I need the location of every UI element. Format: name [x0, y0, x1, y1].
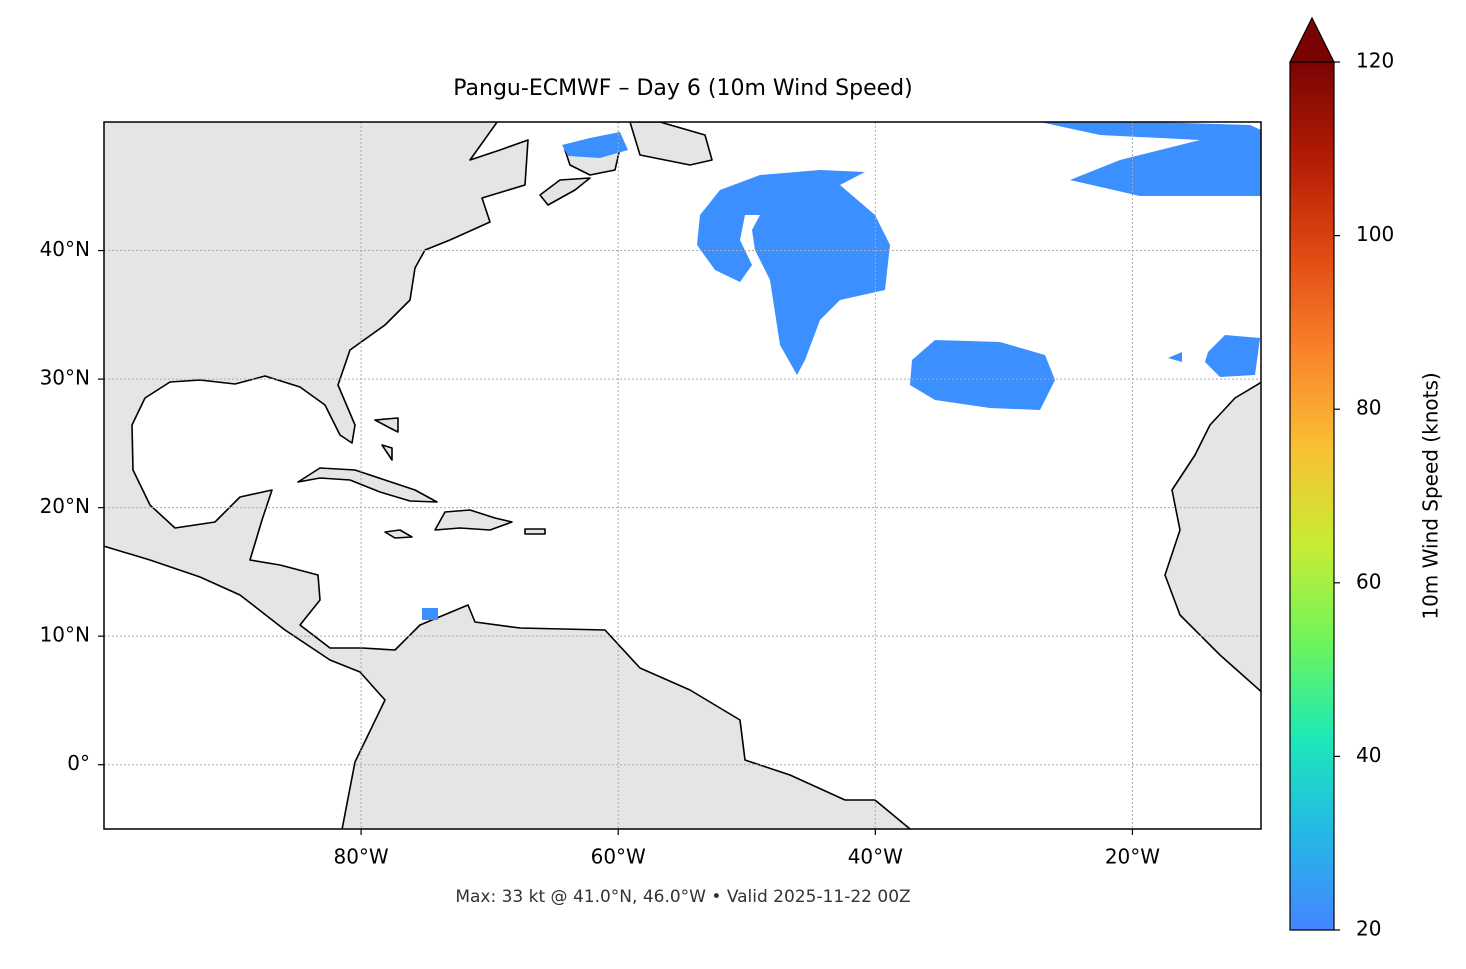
island-bahamas	[374, 417, 399, 461]
y-tick-label: 40°N	[40, 237, 90, 261]
colorbar-frame	[1289, 62, 1335, 931]
map-area	[104, 122, 1261, 829]
colorbar-label: 10m Wind Speed (knots)	[1419, 372, 1443, 619]
colorbar-tick-label: 40	[1356, 743, 1381, 767]
axes: 80°W 60°W 40°W 20°W 40°N 30°N 20°N 10°N 0° 20 40 60…	[40, 16, 1394, 941]
x-tick-label: 60°W	[591, 845, 646, 869]
map-frame	[103, 121, 1262, 830]
colorbar-tick-label: 120	[1356, 49, 1394, 73]
island-puerto-rico	[524, 528, 546, 535]
footnote: Max: 33 kt @ 41.0°N, 46.0°W • Valid 2025…	[455, 887, 910, 907]
grid	[104, 122, 1261, 829]
wind-region	[1040, 122, 1261, 196]
y-tick-label: 20°N	[40, 494, 90, 518]
y-tick-label: 30°N	[40, 366, 90, 390]
colorbar	[1290, 62, 1334, 930]
colorbar-extend	[1289, 16, 1335, 63]
colorbar-tick-label: 100	[1356, 222, 1394, 246]
chart-title: Pangu-ECMWF – Day 6 (10m Wind Speed)	[453, 76, 912, 101]
land-africa	[1164, 381, 1261, 693]
island-cuba	[297, 467, 438, 503]
wind-region	[1168, 335, 1260, 377]
island-jamaica	[384, 529, 413, 539]
colorbar-tick-label: 60	[1356, 569, 1381, 593]
island-hispaniola	[434, 509, 513, 531]
wind-region	[910, 340, 1055, 410]
colorbar-tick-label: 80	[1356, 396, 1381, 420]
wind-region	[697, 170, 890, 375]
island-nova-scotia	[539, 177, 591, 206]
x-tick-label: 80°W	[333, 845, 388, 869]
land-canada-east	[629, 122, 713, 166]
colorbar-tick-label: 20	[1356, 917, 1381, 941]
y-tick-label: 0°	[67, 751, 90, 775]
x-tick-label: 20°W	[1105, 845, 1160, 869]
x-tick-label: 40°W	[848, 845, 903, 869]
y-tick-label: 10°N	[40, 623, 90, 647]
land-americas	[104, 122, 911, 829]
